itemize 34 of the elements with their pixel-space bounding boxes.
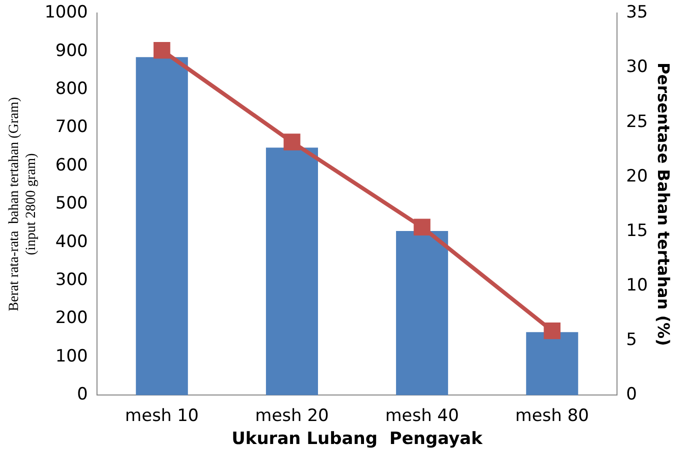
y-tick-label: 1000 (44, 2, 88, 23)
y2-tick-label: 5 (626, 330, 637, 350)
y2-tick-label: 20 (626, 166, 648, 186)
y2-tick-label: 10 (626, 275, 648, 296)
x-tick-label: mesh 10 (125, 406, 199, 426)
y-tick-label: 100 (55, 346, 88, 366)
point (414, 218, 430, 236)
y2-tick-label: 25 (626, 112, 648, 132)
point (284, 134, 300, 150)
point (544, 322, 560, 340)
y-tick-label: 900 (55, 40, 88, 61)
x-tick-label: mesh 40 (385, 406, 459, 426)
y2-tick-label: 15 (626, 220, 648, 241)
y2-tick-label: 30 (626, 57, 648, 78)
y-tick-label: 400 (55, 232, 88, 252)
y-tick-label: 300 (55, 270, 88, 290)
y-tick-label: 700 (55, 117, 88, 138)
x-tick-label: mesh 80 (515, 406, 589, 426)
bar (266, 148, 318, 396)
x-tick-label: mesh 20 (255, 406, 329, 426)
bar (526, 332, 578, 396)
x-axis-title: Ukuran Lubang Pengayak (232, 429, 484, 450)
y-tick-label: 600 (55, 155, 88, 176)
y-axis-title: Berat rata-rata bahan tertahan (Gram) (input 2800 gram) (7, 96, 39, 312)
y-tick-label: 500 (55, 194, 88, 214)
y-tick-label: 200 (55, 308, 88, 328)
y2-tick-label: 35 (626, 2, 648, 23)
y2-axis-title: Persentase Bahan tertahan (%) (654, 62, 674, 346)
bar (396, 230, 448, 396)
bar (136, 57, 188, 396)
y2-tick-label: 0 (626, 384, 637, 405)
point (154, 42, 170, 59)
y-tick-label: 800 (55, 79, 88, 100)
y-tick-label: 0 (77, 384, 88, 405)
